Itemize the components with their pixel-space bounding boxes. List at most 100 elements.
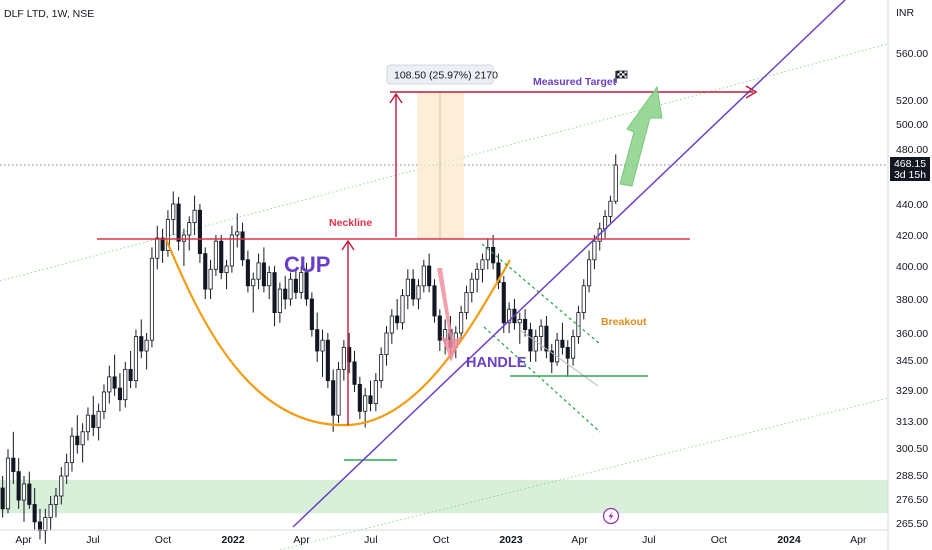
candle <box>85 407 91 441</box>
candle-body <box>208 268 213 290</box>
time-tick-label: Oct <box>433 534 449 546</box>
candle-body <box>267 272 272 287</box>
candle-body <box>475 268 480 280</box>
cup-depth-arrowhead <box>341 239 355 251</box>
candle-body <box>379 354 384 382</box>
candle-body <box>32 504 37 523</box>
candle-body <box>133 336 138 382</box>
lightning-icon[interactable] <box>602 507 620 525</box>
candle <box>523 309 528 337</box>
candle <box>608 195 613 223</box>
chart-title: DLF LTD, 1W, NSE <box>4 8 94 20</box>
candle <box>373 373 378 412</box>
time-tick-label: Oct <box>155 534 171 546</box>
candle <box>197 204 202 263</box>
candle-body <box>11 457 16 473</box>
candle <box>421 259 426 293</box>
price-tick-label: 380.00 <box>896 294 928 306</box>
candlestick-series <box>0 154 618 544</box>
candle <box>32 488 37 531</box>
handle-channel-lower <box>483 326 601 433</box>
candle <box>0 476 5 518</box>
candle-body <box>293 278 298 293</box>
breakout-label: Breakout <box>601 316 647 328</box>
candle-body <box>320 339 325 352</box>
candle-body <box>69 435 75 464</box>
candle <box>59 467 64 505</box>
candle-body <box>533 336 538 352</box>
candle-body <box>389 315 394 334</box>
candle <box>293 269 298 299</box>
candle <box>155 225 160 270</box>
candle <box>565 340 570 377</box>
candle <box>91 395 96 437</box>
time-tick-label: Jul <box>642 534 655 546</box>
candle <box>485 238 490 270</box>
time-tick-label: Jul <box>364 534 377 546</box>
candle-body <box>411 278 416 300</box>
projected-move-arrow <box>619 85 663 187</box>
candle <box>560 322 565 355</box>
candle-body <box>555 339 560 363</box>
candle <box>368 380 373 412</box>
candle-body <box>608 200 613 217</box>
candle-body <box>459 312 464 334</box>
candle-body <box>240 231 245 261</box>
candle-body <box>341 346 346 370</box>
candle <box>123 361 128 408</box>
candle-body <box>149 257 154 341</box>
candle-body <box>229 234 234 267</box>
candle-body <box>171 203 176 220</box>
candle-body <box>283 288 288 300</box>
candle-body <box>581 285 586 313</box>
time-tick-label: Apr <box>850 534 867 546</box>
candle-body <box>117 387 123 401</box>
candle-body <box>549 350 554 363</box>
candle <box>555 333 560 366</box>
candle <box>309 292 314 337</box>
candle-body <box>368 395 373 404</box>
candle <box>224 259 229 290</box>
candle-body <box>357 383 362 412</box>
time-tick-label: 2022 <box>221 534 245 546</box>
candle-body <box>176 203 181 242</box>
candle <box>544 316 549 359</box>
price-tick-label: 265.50 <box>896 518 928 530</box>
candle-body <box>432 285 437 317</box>
candle-body <box>592 240 597 261</box>
candle <box>379 347 384 389</box>
candle <box>363 388 368 428</box>
candle <box>464 285 469 320</box>
candle-body <box>309 298 314 331</box>
candle <box>128 351 133 389</box>
candle <box>549 343 554 374</box>
candle-body <box>421 265 426 287</box>
candle <box>251 272 256 313</box>
time-axis[interactable]: Apr Jul Oct 2022 Apr Jul Oct 2023 Apr Jul Oct 2024 A… <box>15 534 867 546</box>
projection-arrowhead <box>389 92 403 104</box>
candle <box>517 312 522 344</box>
candle-body <box>160 237 165 251</box>
candle-body <box>85 414 91 433</box>
candle-body <box>16 471 21 501</box>
candle <box>496 253 501 290</box>
measurement-text: 108.50 (25.97%) 2170 <box>394 70 498 82</box>
candle <box>507 302 512 333</box>
candle <box>21 476 27 522</box>
candle <box>149 247 154 348</box>
candle-body <box>27 483 32 505</box>
time-tick-label: 2024 <box>777 534 801 546</box>
candle <box>69 427 75 472</box>
candle <box>576 305 581 344</box>
candle <box>581 279 586 320</box>
candle <box>357 376 362 420</box>
candle-body <box>299 272 304 293</box>
candle-body <box>544 325 549 352</box>
price-tick-label: 345.00 <box>896 355 928 367</box>
candle <box>475 262 480 293</box>
candle <box>53 488 59 518</box>
candle-body <box>203 253 208 290</box>
candle <box>352 351 357 392</box>
candle-body <box>613 164 618 202</box>
